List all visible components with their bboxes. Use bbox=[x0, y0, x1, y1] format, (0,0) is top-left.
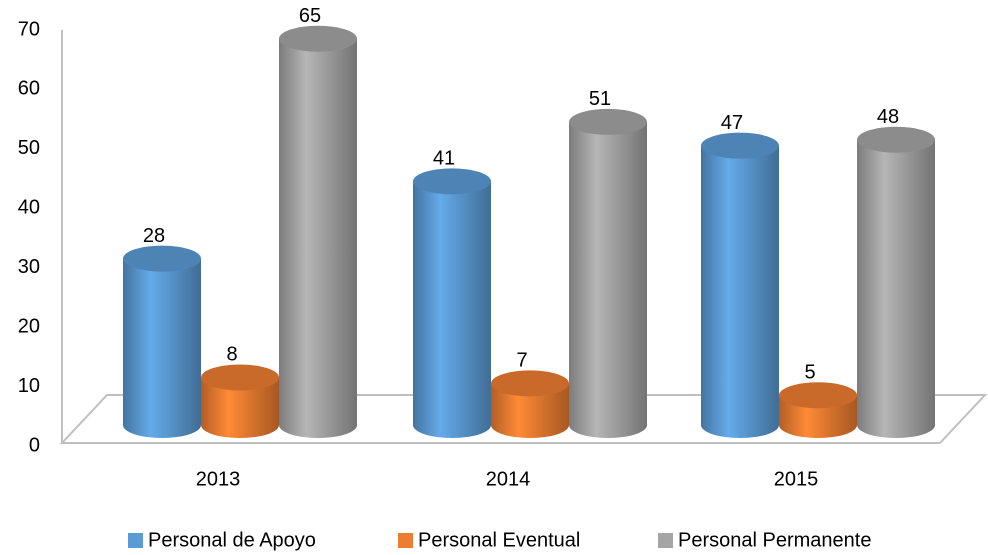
y-tick-label: 20 bbox=[18, 315, 40, 337]
bar bbox=[201, 377, 279, 438]
bar-top bbox=[201, 364, 279, 391]
bar bbox=[569, 121, 647, 439]
legend-label: Personal de Apoyo bbox=[148, 529, 316, 551]
bar bbox=[701, 145, 779, 438]
legend-label: Personal Eventual bbox=[418, 529, 580, 551]
y-tick-label: 40 bbox=[18, 197, 40, 219]
legend-label: Personal Permanente bbox=[678, 529, 871, 551]
data-label: 7 bbox=[516, 350, 527, 372]
bar-top bbox=[279, 25, 357, 52]
data-label: 48 bbox=[877, 106, 899, 128]
data-label: 65 bbox=[299, 5, 321, 27]
bar-top bbox=[491, 370, 569, 397]
data-label: 8 bbox=[226, 344, 237, 366]
bar bbox=[413, 181, 491, 439]
y-tick-label: 30 bbox=[18, 256, 40, 278]
data-label: 5 bbox=[804, 362, 815, 384]
bar bbox=[123, 258, 201, 438]
bar bbox=[279, 38, 357, 438]
bar bbox=[857, 139, 935, 438]
bar-top bbox=[413, 168, 491, 195]
bar-top bbox=[701, 132, 779, 159]
bar-top bbox=[857, 126, 935, 153]
bar bbox=[491, 383, 569, 438]
x-tick-label: 2015 bbox=[774, 468, 819, 490]
y-tick-label: 50 bbox=[18, 137, 40, 159]
data-label: 28 bbox=[143, 225, 165, 247]
x-tick-label: 2013 bbox=[196, 468, 241, 490]
y-tick-label: 0 bbox=[29, 434, 40, 456]
data-label: 51 bbox=[589, 88, 611, 110]
floor bbox=[59, 394, 988, 444]
y-tick-label: 70 bbox=[18, 18, 40, 40]
data-label: 47 bbox=[721, 112, 743, 134]
data-label: 41 bbox=[433, 148, 455, 170]
legend-swatch bbox=[128, 533, 143, 548]
y-tick-label: 10 bbox=[18, 375, 40, 397]
legend-swatch bbox=[658, 533, 673, 548]
bar-top bbox=[123, 245, 201, 272]
bar-top bbox=[569, 108, 647, 135]
y-tick-label: 60 bbox=[18, 78, 40, 100]
x-tick-label: 2014 bbox=[486, 468, 531, 490]
bar-top bbox=[779, 382, 857, 409]
legend-swatch bbox=[398, 533, 413, 548]
